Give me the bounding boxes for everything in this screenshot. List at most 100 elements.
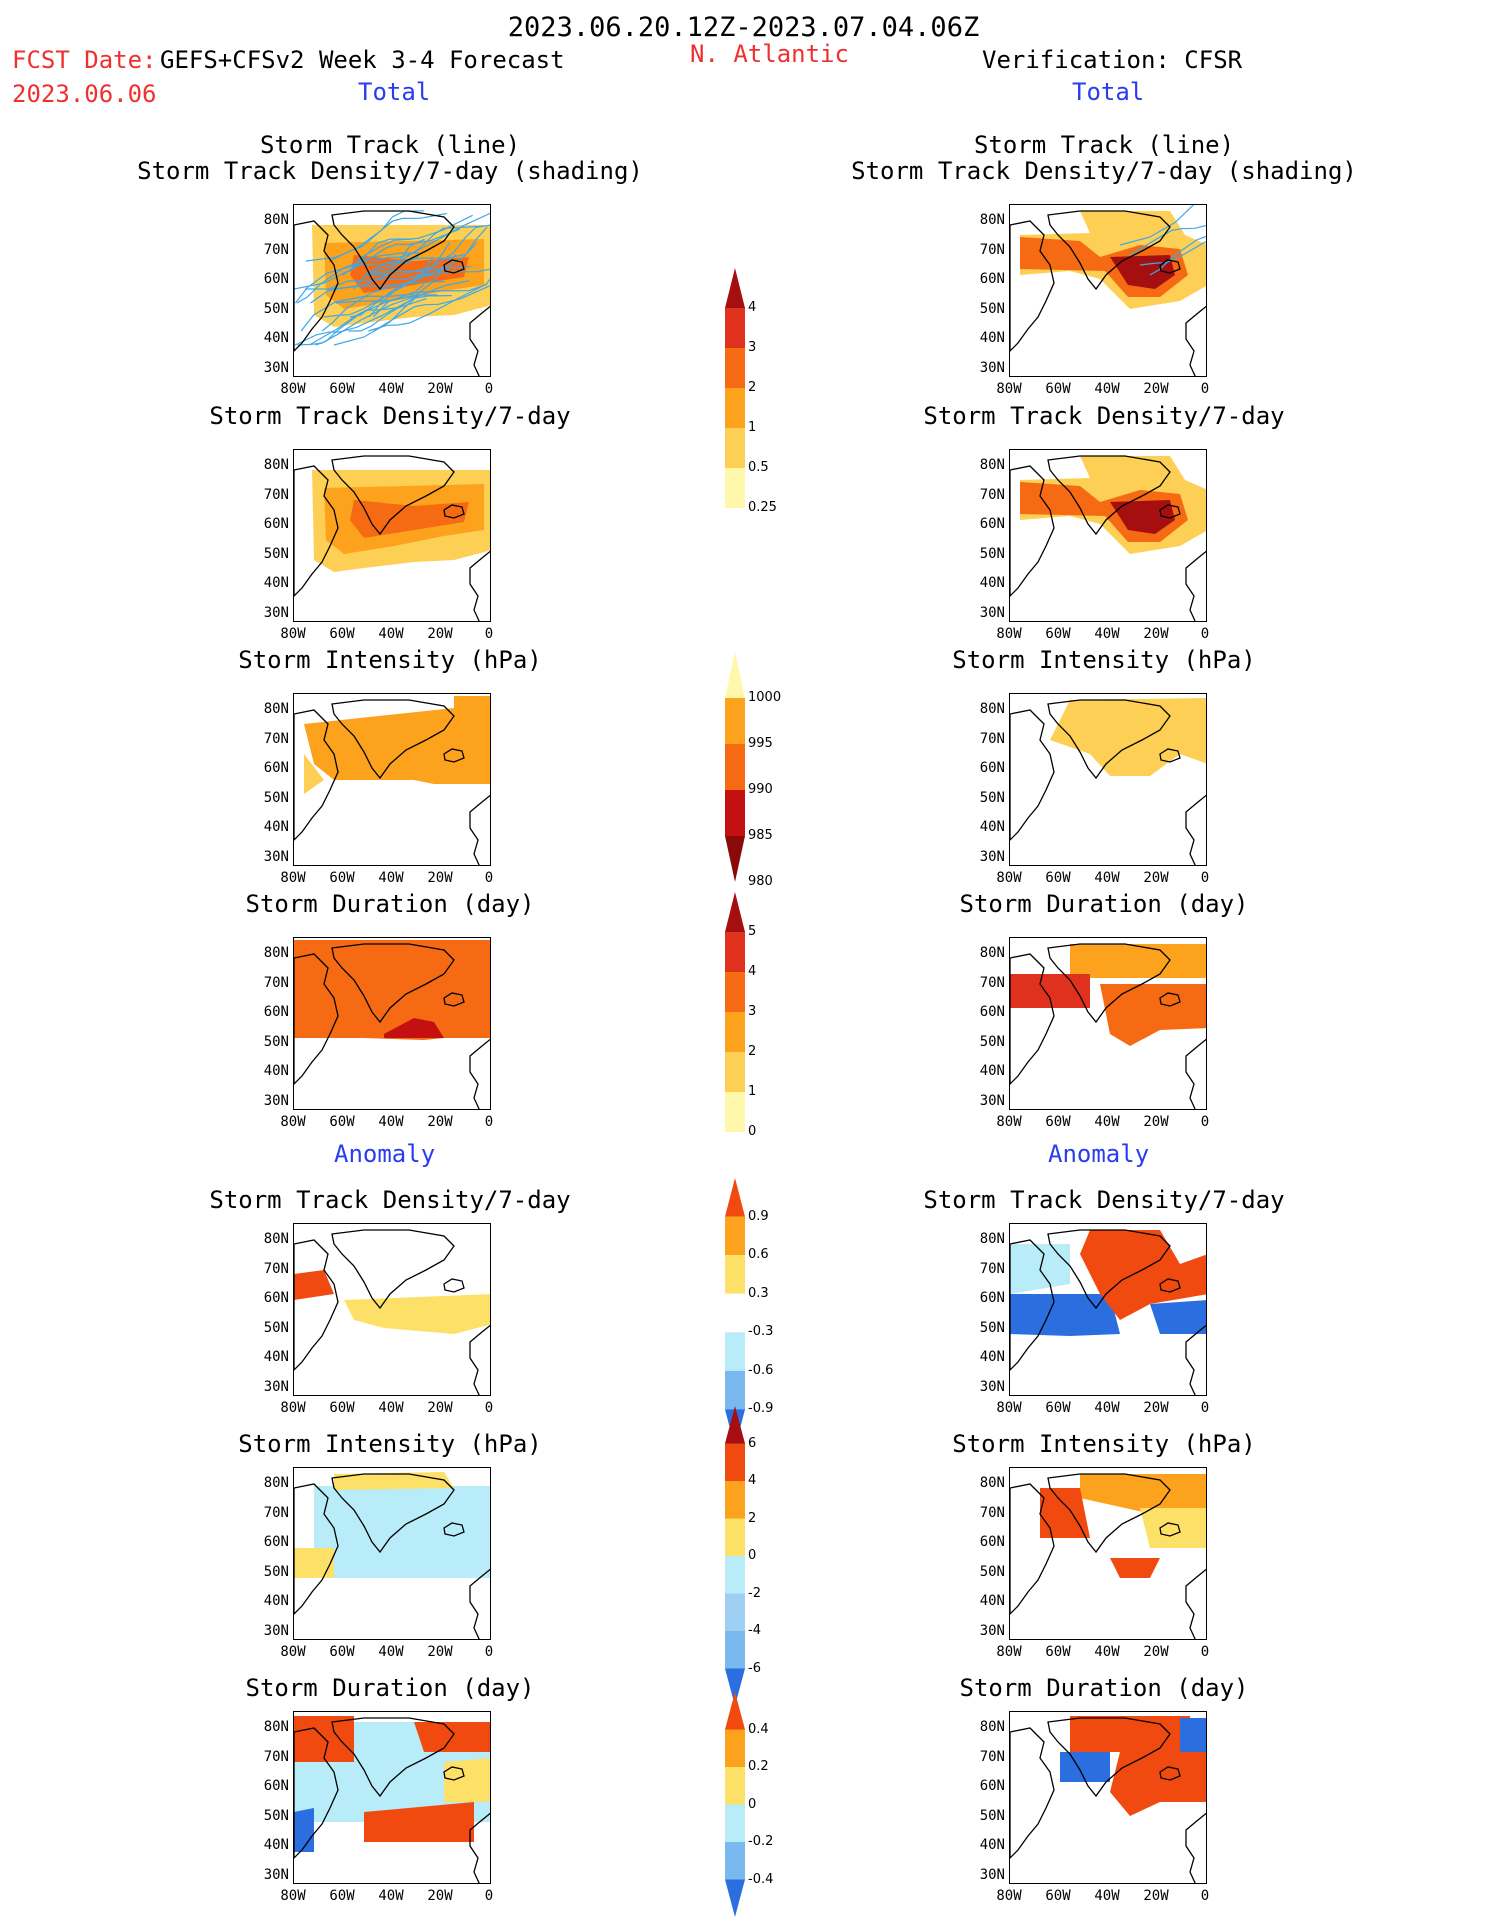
colorbar-swatch: [725, 1593, 745, 1631]
shade-region: [1050, 698, 1206, 776]
colorbar-label: 0: [748, 1796, 757, 1812]
storm-track-line: [329, 212, 447, 262]
lat-label: 30N: [979, 848, 1005, 865]
shade-region: [294, 940, 490, 1040]
lon-label: 60W: [329, 381, 355, 397]
colorbar-label: -0.3: [748, 1324, 774, 1340]
lon-label: 20W: [1143, 1888, 1169, 1904]
lon-label: 0: [484, 1114, 494, 1130]
colorbar-swatch: [725, 268, 745, 308]
lon-label: 20W: [1143, 870, 1169, 886]
europe-africa-outline: [469, 1812, 490, 1883]
iceland-outline: [1159, 504, 1181, 519]
lon-label: 80W: [280, 626, 306, 642]
lon-label: 40W: [1094, 1400, 1120, 1416]
lon-label: 0: [484, 1888, 494, 1904]
colorbar-swatch: [725, 468, 745, 508]
lat-label: 80N: [979, 212, 1005, 228]
lon-label: 20W: [427, 1114, 453, 1130]
lat-label: 60N: [979, 1534, 1005, 1550]
lat-label: 80N: [263, 1231, 289, 1247]
colorbar-swatch: [725, 1216, 745, 1256]
colorbar-intensity-total: 1000 995 990 985 980: [720, 652, 800, 889]
lon-label: 40W: [1094, 1644, 1120, 1660]
storm-track-line: [1119, 205, 1195, 246]
shade-region: [314, 1486, 490, 1578]
colorbar-label: 3: [748, 340, 757, 355]
lat-label: 50N: [979, 1807, 1005, 1824]
lat-label: 50N: [979, 1563, 1005, 1580]
lat-label: 80N: [979, 701, 1005, 717]
lat-label: 50N: [263, 1033, 289, 1050]
north-america-outline: [294, 1239, 339, 1371]
storm-track-line: [315, 294, 438, 346]
map-density-anom-left: [294, 1229, 490, 1395]
shade-region: [1070, 944, 1206, 978]
title-track-shading-left: Storm Track Density/7-day (shading): [137, 157, 643, 185]
lat-label: 30N: [263, 848, 289, 865]
colorbar-label: 0.3: [748, 1285, 769, 1301]
lon-label: 60W: [1045, 1400, 1071, 1416]
colorbar-label: -2: [748, 1585, 761, 1601]
lat-label: 70N: [979, 1748, 1005, 1765]
lon-label: 40W: [1094, 626, 1120, 642]
lon-label: 60W: [1045, 626, 1071, 642]
north-america-outline: [294, 709, 339, 841]
lat-label: 80N: [979, 457, 1005, 473]
map-panel-track-left: [293, 204, 491, 377]
colorbar-label: 4: [748, 1473, 757, 1488]
iceland-outline: [443, 259, 465, 274]
colorbar-label: 995: [748, 736, 773, 751]
europe-africa-outline: [469, 1568, 490, 1639]
lat-label: 80N: [263, 1475, 289, 1491]
title-intensity-anom-left: Storm Intensity (hPa): [238, 1430, 542, 1458]
north-america-outline: [294, 1727, 339, 1859]
lat-label: 40N: [263, 1349, 289, 1365]
north-america-outline: [1010, 1239, 1055, 1371]
lon-label: 80W: [996, 1888, 1022, 1904]
lat-label: 30N: [263, 1092, 289, 1109]
europe-africa-outline: [1185, 1812, 1206, 1883]
colorbar-swatch: [725, 1631, 745, 1669]
colorbar-label: 2: [748, 380, 757, 395]
lat-label: 50N: [263, 1807, 289, 1824]
lat-label: 70N: [263, 486, 289, 503]
title-intensity-anom-right: Storm Intensity (hPa): [952, 1430, 1256, 1458]
colorbar-swatch: [725, 1879, 745, 1917]
map-track-right: [1010, 205, 1206, 376]
map-intensity-anom-left: [294, 1472, 490, 1639]
colorbar-swatch: [725, 1012, 745, 1052]
colorbar-density-total: 4 3 2 1 0.5 0.25: [720, 268, 800, 515]
storm-track-line: [349, 266, 472, 318]
colorbar-swatch: [725, 744, 745, 790]
iceland-outline: [1159, 1278, 1181, 1293]
storm-track-line: [371, 212, 490, 262]
iceland-outline: [443, 1278, 465, 1293]
colorbar-label: 0: [748, 1548, 757, 1563]
storm-track-line: [327, 242, 451, 290]
lat-label: 40N: [263, 1063, 289, 1079]
title-duration-left: Storm Duration (day): [245, 890, 535, 918]
colorbar-swatch: [725, 790, 745, 836]
lat-label: 60N: [979, 271, 1005, 287]
shade-region: [1070, 1716, 1190, 1752]
title-duration-anom-left: Storm Duration (day): [245, 1674, 535, 1702]
colorbar-label: 2: [748, 1510, 757, 1526]
lat-label: 60N: [979, 1004, 1005, 1020]
region-label: N. Atlantic: [690, 40, 849, 68]
shade-region: [304, 696, 490, 784]
colorbar-swatch: [725, 1842, 745, 1880]
lat-label: 70N: [979, 730, 1005, 747]
greenland-outline: [1047, 1717, 1171, 1798]
lon-label: 0: [484, 626, 494, 642]
colorbar-label: 0.2: [748, 1759, 769, 1774]
shade-region: [294, 1716, 354, 1762]
shade-region: [1140, 1508, 1206, 1548]
lon-label: 0: [484, 1400, 494, 1416]
north-america-outline: [294, 953, 339, 1085]
colorbar-swatch: [725, 892, 745, 932]
greenland-outline: [331, 455, 455, 536]
map-panel-intensity-anom-right: [1009, 1467, 1207, 1640]
colorbar-swatch: [725, 1293, 745, 1333]
storm-track-line: [333, 295, 452, 346]
